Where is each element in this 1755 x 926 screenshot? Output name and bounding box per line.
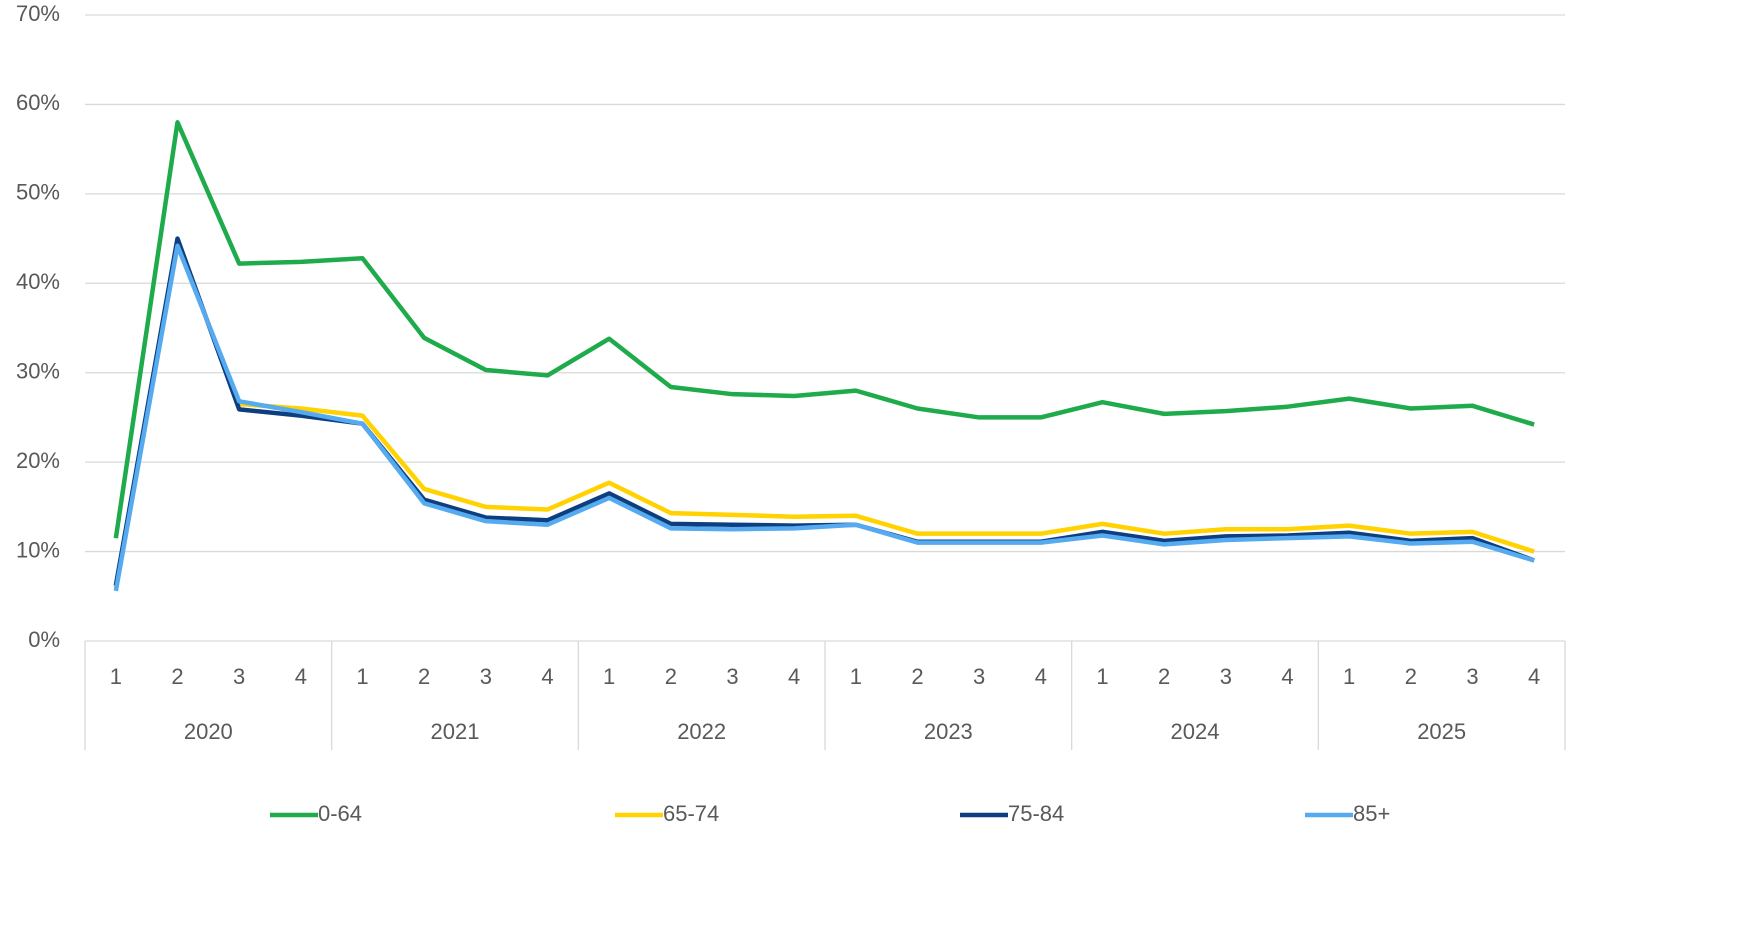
y-tick-label: 40%: [16, 269, 60, 294]
y-tick-label: 20%: [16, 448, 60, 473]
x-tick-label: 1: [1096, 664, 1108, 689]
x-tick-label: 2: [1405, 664, 1417, 689]
legend-label: 65-74: [663, 801, 719, 826]
series-line: [113, 120, 1535, 539]
legend-label: 85+: [1353, 801, 1390, 826]
group-label: 2021: [431, 719, 480, 744]
x-tick-label: 4: [1281, 664, 1293, 689]
x-tick-label: 3: [233, 664, 245, 689]
x-tick-label: 3: [973, 664, 985, 689]
x-tick-label: 4: [295, 664, 307, 689]
x-tick-label: 3: [1220, 664, 1232, 689]
group-label: 2020: [184, 719, 233, 744]
y-tick-label: 50%: [16, 180, 60, 205]
x-tick-label: 2: [1158, 664, 1170, 689]
x-tick-label: 3: [726, 664, 738, 689]
x-tick-label: 3: [480, 664, 492, 689]
y-tick-label: 10%: [16, 537, 60, 562]
y-tick-label: 30%: [16, 359, 60, 384]
x-tick-label: 3: [1466, 664, 1478, 689]
legend-label: 0-64: [318, 801, 362, 826]
x-tick-label: 2: [665, 664, 677, 689]
x-tick-label: 4: [1528, 664, 1540, 689]
series-line: [113, 240, 1535, 588]
y-tick-label: 70%: [16, 1, 60, 26]
series-line: [113, 243, 1535, 592]
x-tick-label: 2: [911, 664, 923, 689]
x-tick-label: 4: [1035, 664, 1047, 689]
x-tick-label: 1: [110, 664, 122, 689]
x-tick-label: 4: [541, 664, 553, 689]
group-label: 2022: [677, 719, 726, 744]
group-label: 2024: [1171, 719, 1220, 744]
x-tick-label: 1: [850, 664, 862, 689]
legend-label: 75-84: [1008, 801, 1064, 826]
group-label: 2023: [924, 719, 973, 744]
y-tick-label: 60%: [16, 90, 60, 115]
x-tick-label: 1: [356, 664, 368, 689]
x-tick-label: 2: [418, 664, 430, 689]
x-tick-label: 2: [171, 664, 183, 689]
y-tick-label: 0%: [28, 627, 60, 652]
x-tick-label: 1: [603, 664, 615, 689]
x-tick-label: 4: [788, 664, 800, 689]
x-tick-label: 1: [1343, 664, 1355, 689]
group-label: 2025: [1417, 719, 1466, 744]
